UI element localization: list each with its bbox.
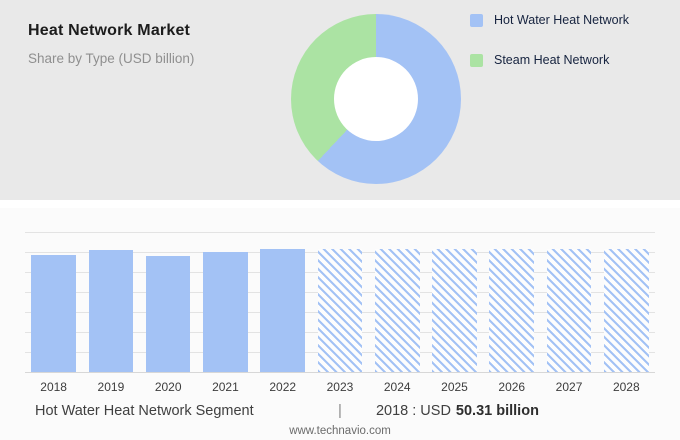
share-panel: Heat Network Market Share by Type (USD b… <box>0 0 680 200</box>
bar-column-2028 <box>598 232 655 372</box>
bar-column-2021 <box>197 232 254 372</box>
legend-label-steam: Steam Heat Network <box>494 53 610 67</box>
legend-swatch-steam <box>470 53 483 67</box>
bar-column-2024 <box>369 232 426 372</box>
x-tick-2023: 2023 <box>326 380 354 394</box>
legend-item-steam: Steam Heat Network <box>470 53 629 67</box>
x-axis-labels: 2018 2019 2020 2021 2022 2023 2024 2025 2026 2027… <box>25 380 655 394</box>
bar-panel: 2018 2019 2020 2021 2022 2023 2024 2025 2026 2027… <box>0 208 680 440</box>
caption-separator: | <box>338 402 342 419</box>
x-tick-2027: 2027 <box>555 380 583 394</box>
legend-label-hot-water: Hot Water Heat Network <box>494 13 629 27</box>
bar-2021 <box>203 252 248 372</box>
bar-column-2023 <box>311 232 368 372</box>
bar-2025 <box>432 249 477 372</box>
page-subtitle: Share by Type (USD billion) <box>28 51 195 66</box>
legend-swatch-hot-water <box>470 13 483 27</box>
caption-segment: Hot Water Heat Network Segment <box>35 402 254 419</box>
bar-2018 <box>31 254 76 372</box>
legend: Hot Water Heat Network Steam Heat Networ… <box>470 13 629 93</box>
bar-column-2019 <box>82 232 139 372</box>
title-block: Heat Network Market Share by Type (USD b… <box>28 22 194 66</box>
x-tick-2026: 2026 <box>498 380 526 394</box>
x-tick-2024: 2024 <box>383 380 411 394</box>
bar-chart-plot <box>25 232 655 373</box>
bar-2022 <box>260 249 306 372</box>
x-tick-2025: 2025 <box>441 380 468 394</box>
donut-chart <box>291 14 461 184</box>
x-tick-2021: 2021 <box>212 380 239 394</box>
bar-2026 <box>489 249 535 372</box>
bar-2019 <box>88 249 134 372</box>
x-tick-2019: 2019 <box>97 380 125 394</box>
caption-value-bold: 50.31 billion <box>455 402 539 419</box>
bar-column-2025 <box>426 232 483 372</box>
donut-hole <box>334 57 418 141</box>
x-tick-2018: 2018 <box>40 380 67 394</box>
bar-2020 <box>145 256 191 372</box>
bar-column-2026 <box>483 232 540 372</box>
bar-2028 <box>603 249 649 372</box>
bar-column-2022 <box>254 232 311 372</box>
x-tick-2020: 2020 <box>154 380 182 394</box>
caption-value-prefix: 2018 : USD <box>375 402 451 419</box>
bar-2027 <box>546 249 592 372</box>
caption-row: Hot Water Heat Network Segment | 2018 : … <box>35 402 645 419</box>
x-tick-2028: 2028 <box>612 380 640 394</box>
footer-url: www.technavio.com <box>289 425 391 437</box>
bar-column-2020 <box>140 232 197 372</box>
bar-2023 <box>317 249 363 372</box>
page-title: Heat Network Market <box>28 22 191 39</box>
x-tick-2022: 2022 <box>269 380 297 394</box>
caption-value: 2018 : USD 50.31 billion <box>346 403 645 419</box>
bar-2024 <box>374 249 420 372</box>
bar-column-2018 <box>25 232 82 372</box>
bar-column-2027 <box>540 232 597 372</box>
legend-item-hot-water: Hot Water Heat Network <box>470 13 629 27</box>
